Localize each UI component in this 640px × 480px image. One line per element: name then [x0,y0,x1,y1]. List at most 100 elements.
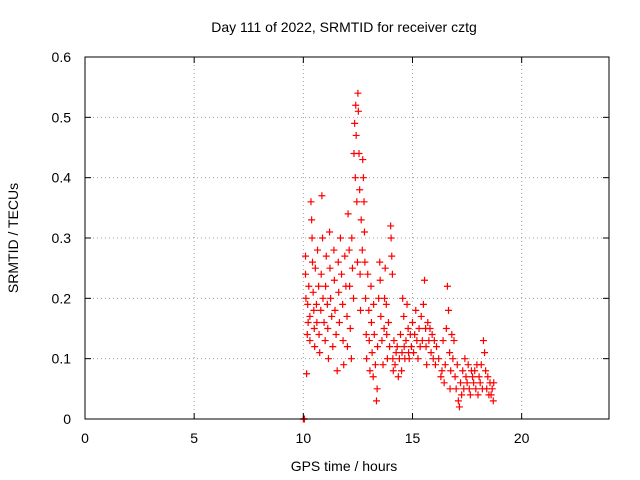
data-point [392,349,400,357]
data-point [437,373,445,381]
data-point [316,349,324,357]
data-point [400,343,408,351]
data-point [431,361,439,369]
data-point [323,300,331,308]
data-point [445,306,453,314]
data-point [490,379,498,387]
data-point [471,367,479,375]
data-point [379,361,387,369]
data-point [488,385,496,393]
data-point [324,325,332,332]
data-point [435,355,443,363]
data-point [344,210,352,218]
data-point [474,391,482,399]
data-point [388,270,396,278]
data-point [326,228,334,236]
data-point [484,373,492,381]
data-point [331,306,339,314]
data-point [303,370,311,378]
data-point [339,337,347,345]
data-point [391,361,399,369]
data-point [351,119,359,127]
data-point [302,270,310,278]
data-point [475,373,483,381]
data-point [469,373,477,381]
data-point [308,216,316,224]
data-point [457,379,465,387]
data-point [489,397,497,405]
data-point [364,270,372,278]
data-point [377,312,385,320]
data-point [367,282,375,290]
data-point [400,312,408,320]
data-point [411,331,419,339]
data-point [382,300,390,308]
data-point [352,131,360,139]
data-point [315,331,323,339]
data-point [451,373,459,381]
data-point [310,306,318,314]
data-point [407,343,415,351]
y-tick-label: 0 [63,411,71,427]
data-point [356,270,364,278]
data-point [358,246,366,254]
data-point [381,294,389,302]
y-tick-label: 0.3 [52,230,72,246]
data-point [465,385,473,393]
data-point [376,276,384,284]
data-point [454,397,462,405]
chart-title: Day 111 of 2022, SRMTID for receiver czt… [211,19,477,35]
data-point [390,337,398,345]
data-point [322,282,330,290]
x-tick-label: 15 [405,430,421,446]
data-point [317,270,325,278]
data-point [453,361,461,369]
data-point [369,373,377,381]
data-point [365,337,373,345]
data-point [446,349,454,357]
data-point [328,312,336,320]
data-point [376,258,384,266]
data-point [319,294,327,302]
data-point [360,198,368,206]
data-point [381,264,389,272]
data-point [387,234,395,242]
data-point [433,343,441,351]
data-point [398,367,406,375]
data-point [359,174,367,182]
data-point [305,282,313,290]
data-point [378,337,386,345]
data-point [334,258,342,266]
data-point [360,228,368,236]
data-point [343,343,351,351]
data-point [347,355,355,363]
data-point [348,234,356,242]
data-point [338,270,346,278]
data-point [396,331,404,339]
data-point [329,343,337,351]
data-point [412,306,420,314]
data-point [455,403,463,411]
data-point [348,264,356,272]
data-point [353,258,361,266]
data-point [339,300,347,308]
data-point [310,325,318,332]
data-point [335,318,343,326]
data-point [414,355,422,363]
y-tick-label: 0.6 [52,49,72,65]
data-point [403,300,411,308]
data-point [461,355,469,363]
data-point [322,252,330,260]
data-point [416,343,424,351]
data-point [311,264,319,272]
data-point [449,355,457,363]
data-point [304,300,312,308]
data-point [476,379,484,387]
data-point [367,318,375,326]
data-point [440,379,448,387]
data-point [333,367,341,375]
data-point [375,294,383,302]
data-point [422,343,430,351]
x-axis-label: GPS time / hours [291,458,398,474]
